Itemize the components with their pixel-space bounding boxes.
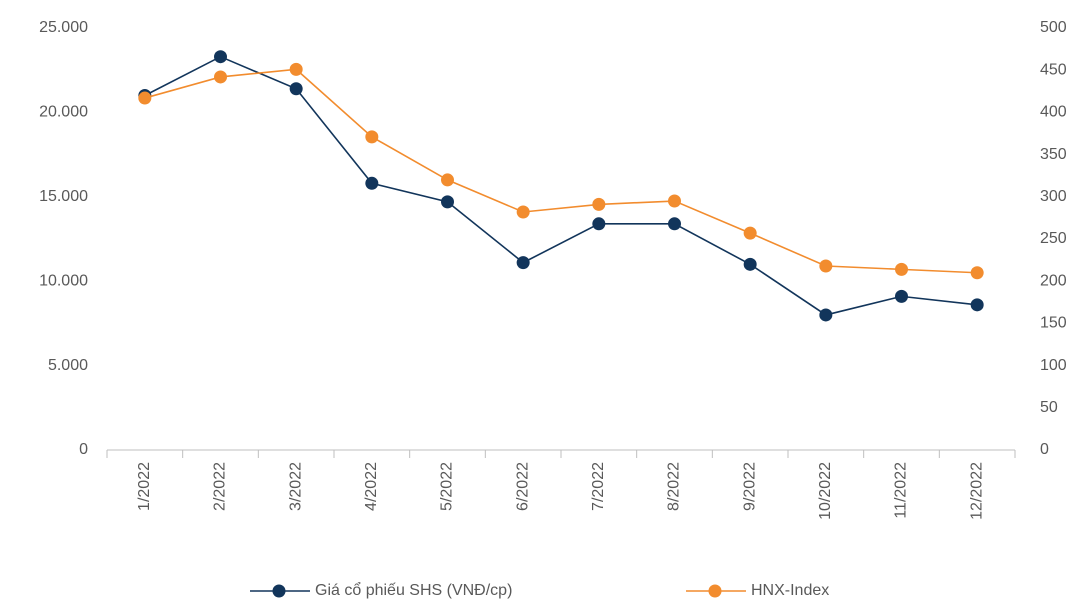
y-tick-label: 25.000 (39, 19, 88, 36)
x-tick-label: 8/2022 (666, 462, 683, 511)
series-marker (138, 91, 152, 105)
y2-tick-label: 400 (1040, 104, 1067, 121)
series-marker (668, 194, 681, 208)
series-marker (289, 82, 303, 96)
x-tick-label: 1/2022 (136, 462, 153, 511)
y-tick-label: 0 (79, 441, 88, 458)
series-marker (895, 262, 908, 276)
series-marker (214, 50, 227, 64)
legend-label: HNX-Index (751, 582, 829, 599)
series-marker (592, 197, 606, 211)
y2-tick-label: 0 (1040, 441, 1049, 458)
series-marker (668, 217, 681, 231)
x-tick-label: 6/2022 (514, 462, 531, 511)
x-tick-label: 4/2022 (363, 462, 380, 511)
series-marker (441, 173, 454, 187)
x-tick-label: 5/2022 (439, 462, 456, 511)
series-marker (214, 70, 227, 84)
series-marker (516, 205, 530, 219)
series-marker (819, 308, 833, 322)
series-marker (895, 289, 908, 303)
series-marker (592, 217, 606, 231)
legend-marker (272, 584, 286, 598)
series-marker (970, 266, 984, 280)
series-line (144, 68, 978, 274)
series-marker (441, 195, 454, 209)
series-line (144, 55, 978, 316)
series-marker (289, 62, 303, 76)
x-tick-label: 7/2022 (590, 462, 607, 511)
y2-tick-label: 250 (1040, 230, 1067, 247)
y2-tick-label: 50 (1040, 399, 1058, 416)
x-tick-label: 12/2022 (968, 462, 985, 520)
x-tick-label: 2/2022 (212, 462, 229, 511)
y-tick-label: 5.000 (48, 357, 88, 374)
y2-tick-label: 450 (1040, 61, 1067, 78)
x-tick-label: 10/2022 (817, 462, 834, 520)
x-tick-label: 9/2022 (741, 462, 758, 511)
series-marker (970, 298, 984, 312)
series-marker (743, 257, 757, 271)
legend-label: Giá cổ phiếu SHS (VNĐ/cp) (315, 581, 512, 599)
series-marker (743, 226, 757, 240)
y-tick-label: 20.000 (39, 104, 88, 121)
y2-tick-label: 300 (1040, 188, 1067, 205)
y2-tick-label: 500 (1040, 19, 1067, 36)
y2-tick-label: 100 (1040, 357, 1067, 374)
y2-tick-label: 350 (1040, 146, 1067, 163)
series-marker (516, 256, 530, 270)
y-tick-label: 10.000 (39, 272, 88, 289)
series-marker (365, 176, 379, 190)
series-marker (819, 259, 833, 273)
y2-tick-label: 200 (1040, 272, 1067, 289)
x-tick-label: 11/2022 (893, 462, 910, 519)
y2-tick-label: 150 (1040, 315, 1067, 332)
y-tick-label: 15.000 (39, 188, 88, 205)
series-marker (365, 130, 379, 144)
x-tick-label: 3/2022 (287, 462, 304, 511)
legend-marker (708, 584, 722, 598)
